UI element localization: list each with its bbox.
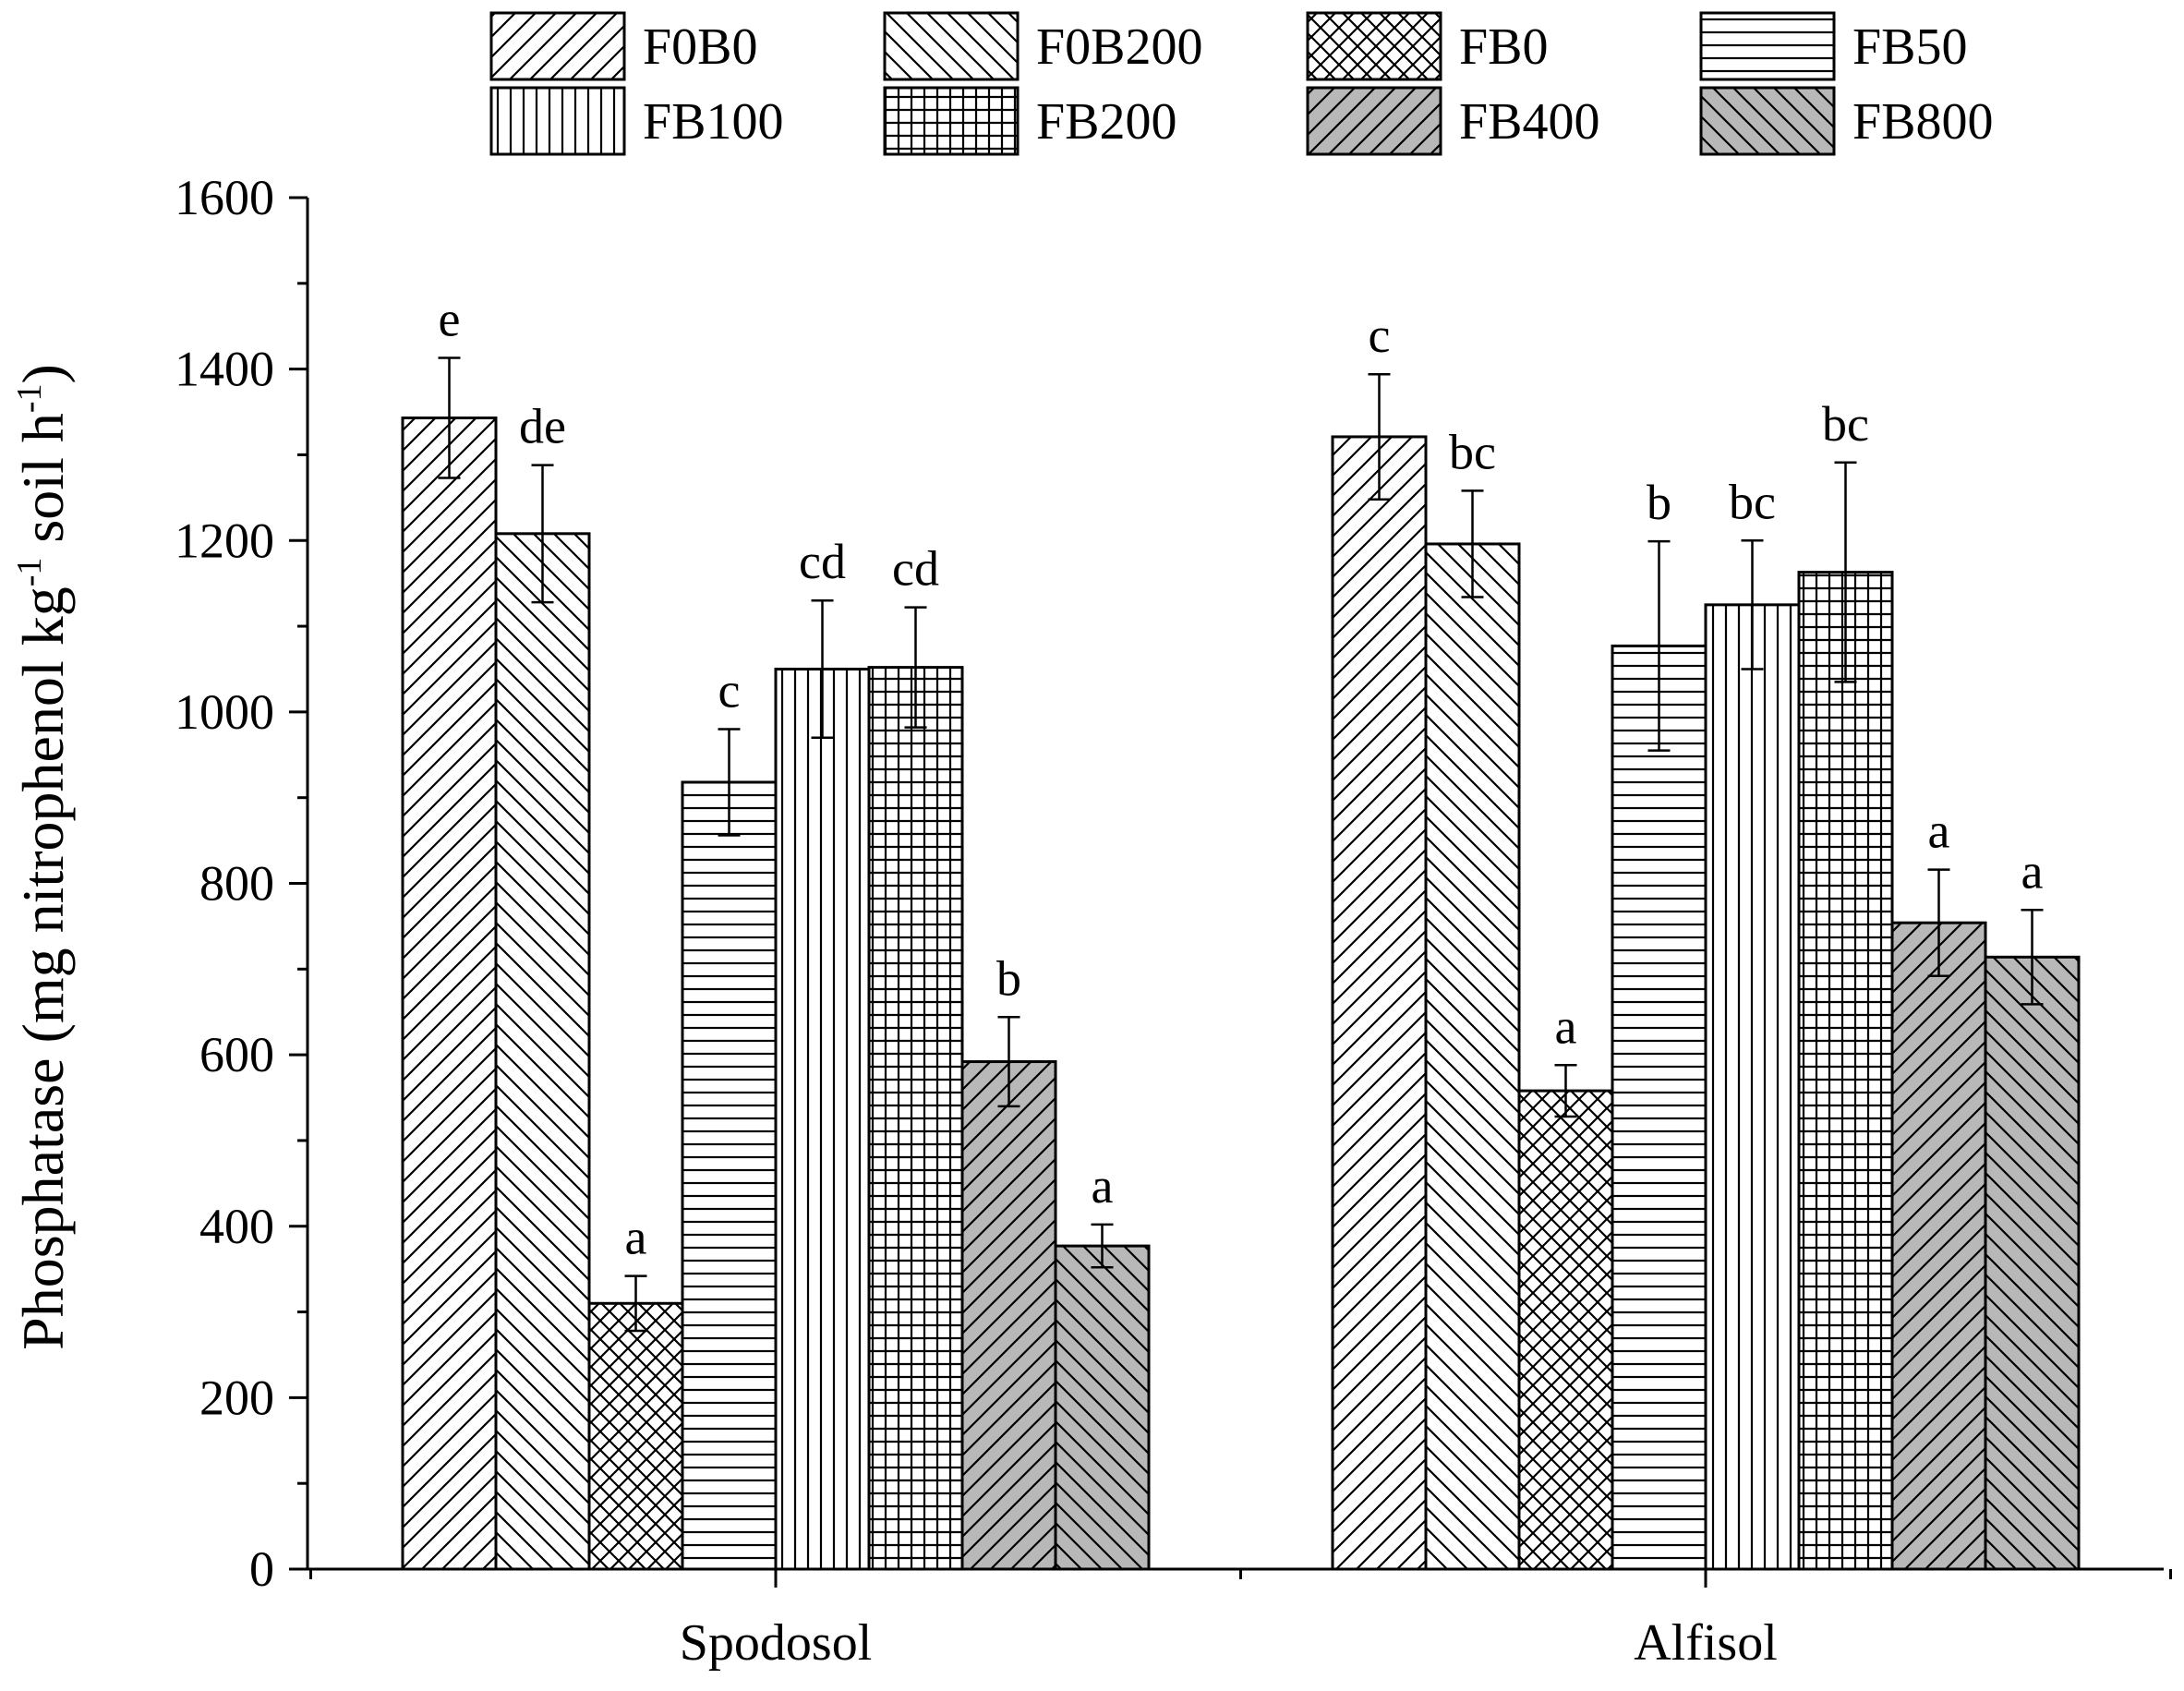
bar-alfisol-fb400 [1890,921,1987,1571]
legend-swatch-fb50 [1699,11,1836,81]
legend-label-fb200: FB200 [1036,93,1177,151]
y-tick-label-600: 600 [199,1027,274,1082]
bar-alfisol-fb0 [1517,1089,1614,1571]
significance-label-spodosol-f0b0: e [439,292,461,347]
y-tick-label-1400: 1400 [175,342,274,397]
significance-label-spodosol-fb50: c [718,662,741,718]
significance-label-alfisol-fb100: bc [1729,474,1776,529]
y-tick-label-1000: 1000 [175,684,274,740]
legend-swatch-f0b200 [883,11,1020,81]
error-bar-spodosol-fb0 [624,1274,647,1333]
error-bar-alfisol-fb0 [1554,1064,1577,1118]
legend-label-f0b200: F0B200 [1036,18,1203,76]
bar-spodosol-f0b200 [494,532,591,1571]
legend-swatch-fb100 [489,86,626,156]
significance-label-alfisol-f0b0: c [1369,308,1391,363]
y-axis-label-prefix: Phosphatase (mg nitrophenol kg [10,586,76,1350]
significance-label-spodosol-fb0: a [625,1210,647,1265]
y-axis-label-sup2: -1 [10,383,49,413]
bar-spodosol-f0b0 [401,417,498,1571]
legend-label-fb0: FB0 [1459,18,1549,76]
significance-label-spodosol-fb400: b [996,950,1021,1006]
error-bar-alfisol-fb800 [2021,909,2044,1006]
legend: F0B0 F0B200 FB0 FB50 FB100 FB200 FB400 FB800 [489,11,1994,156]
error-bar-alfisol-fb200 [1834,461,1857,683]
legend-label-f0b0: F0B0 [643,18,758,76]
error-bar-spodosol-f0b0 [438,356,461,479]
legend-swatch-f0b0 [489,11,626,81]
significance-label-spodosol-fb100: cd [799,534,846,589]
y-axis-label-suffix: ) [10,364,76,383]
x-tick-label-spodosol: Spodosol [680,1614,873,1672]
x-tick-label-alfisol: Alfisol [1634,1614,1778,1672]
y-tick-label-1200: 1200 [175,513,274,568]
error-bar-spodosol-fb200 [904,606,927,729]
bar-alfisol-fb200 [1797,571,1894,1571]
significance-label-alfisol-fb200: bc [1822,396,1869,452]
legend-swatch-fb400 [1306,86,1442,156]
error-bar-alfisol-f0b200 [1461,489,1484,598]
bar-spodosol-fb800 [1054,1244,1151,1571]
bar-alfisol-fb100 [1704,603,1801,1571]
y-tick-label-1600: 1600 [175,170,274,225]
legend-label-fb100: FB100 [643,93,784,151]
error-bar-alfisol-fb400 [1927,868,1950,977]
bar-alfisol-f0b0 [1331,435,1428,1571]
legend-label-fb50: FB50 [1852,18,1968,76]
legend-swatch-fb0 [1306,11,1442,81]
error-bar-spodosol-fb50 [718,728,741,837]
legend-swatch-fb200 [883,86,1020,156]
legend-label-fb800: FB800 [1852,93,1994,151]
significance-label-alfisol-fb50: b [1647,475,1671,530]
significance-label-spodosol-fb800: a [1092,1158,1114,1214]
legend-swatch-fb800 [1699,86,1836,156]
legend-label-fb400: FB400 [1459,93,1600,151]
y-axis-label-middle: soil h [10,413,76,557]
bar-spodosol-fb50 [681,780,778,1571]
y-axis-label-sup1: -1 [10,558,49,587]
error-bar-spodosol-fb800 [1091,1223,1114,1269]
significance-label-alfisol-f0b200: bc [1449,424,1496,479]
bar-alfisol-fb50 [1611,644,1707,1571]
bar-spodosol-fb200 [867,666,964,1571]
y-axis-label: Phosphatase (mg nitrophenol kg-1 soil h-… [10,364,76,1350]
error-bar-alfisol-fb50 [1647,539,1671,752]
significance-label-spodosol-fb200: cd [892,541,939,597]
bar-alfisol-fb800 [1984,955,2081,1571]
error-bar-alfisol-f0b0 [1368,372,1391,501]
y-tick-label-800: 800 [199,856,274,912]
error-bar-spodosol-fb400 [997,1016,1020,1108]
error-bar-alfisol-fb100 [1741,539,1764,670]
error-bar-spodosol-fb100 [811,598,834,739]
bar-spodosol-fb100 [774,667,871,1571]
y-tick-label-400: 400 [199,1199,274,1254]
y-tick-label-0: 0 [249,1541,274,1597]
bar-alfisol-f0b200 [1424,542,1521,1571]
axes-group: 0 200 400 600 800 1000 1200 1400 1600 Spodosol Alf… [175,170,2172,1672]
significance-label-alfisol-fb400: a [1928,803,1950,859]
significance-label-alfisol-fb800: a [2021,843,2044,899]
significance-label-alfisol-fb0: a [1555,998,1577,1054]
y-tick-label-200: 200 [199,1370,274,1425]
bar-spodosol-fb400 [960,1060,1057,1571]
significance-label-spodosol-f0b200: de [519,399,566,454]
bar-spodosol-fb0 [587,1301,684,1571]
error-bar-spodosol-f0b200 [531,464,554,604]
